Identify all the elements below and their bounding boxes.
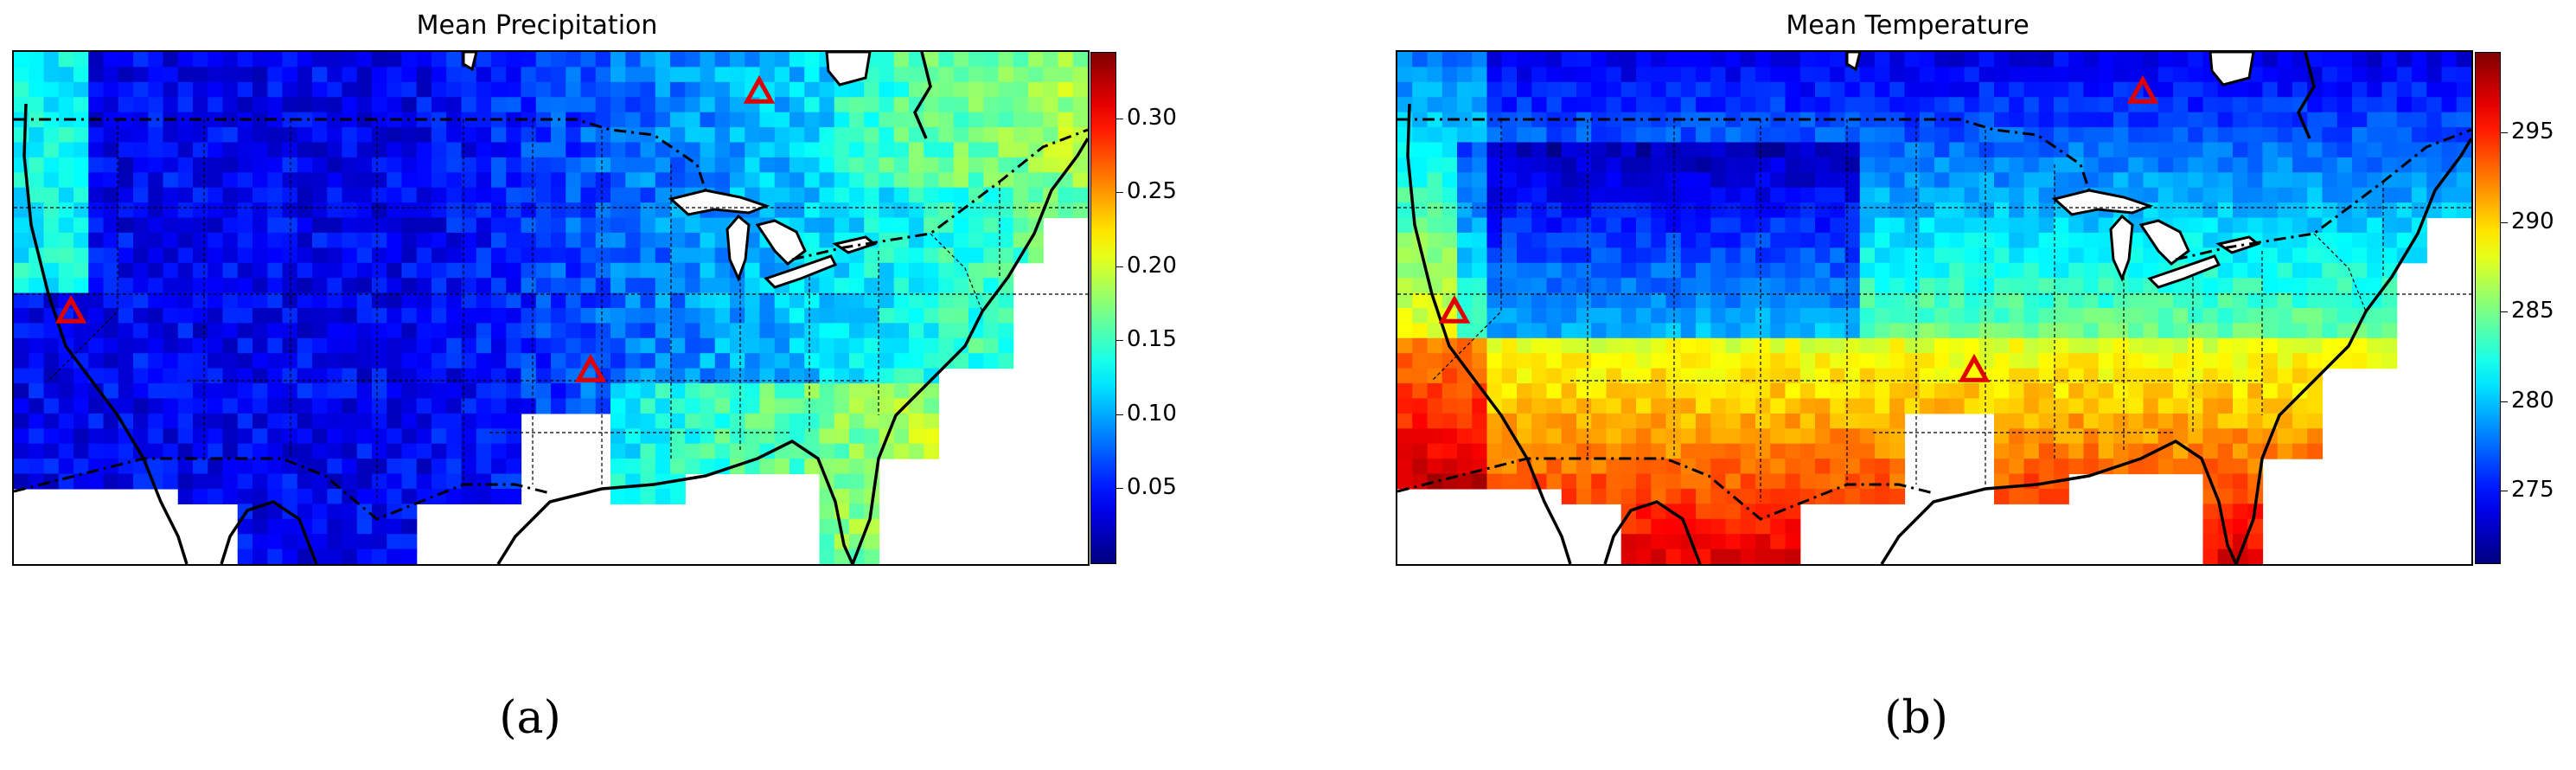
lakes — [462, 52, 878, 289]
colorbar-tick-mark — [1116, 266, 1123, 267]
colorbar-tick-mark — [2501, 221, 2508, 223]
data-grid — [14, 52, 1088, 564]
colorbar-tick-label: 0.20 — [1127, 252, 1177, 279]
colorbar-tick-mark — [1116, 340, 1123, 342]
colorbar-tick-label: 275 — [2511, 477, 2554, 504]
map-canvas — [1397, 52, 2471, 564]
station-markers — [1438, 74, 2159, 382]
colorbar-tick-label: 0.05 — [1127, 474, 1177, 501]
colorbar-tick-mark — [2501, 132, 2508, 134]
colorbar-tick-mark — [1116, 414, 1123, 415]
colorbar-tick-label: 0.30 — [1127, 104, 1177, 131]
precipitation-panel: Mean Precipitation 0.05 0.10 0.15 0.20 0.25 0… — [12, 10, 1177, 744]
triangle-marker-2 — [54, 294, 87, 324]
colorbar-tick-label: 285 — [2511, 298, 2554, 324]
colorbar-tick-label: 290 — [2511, 208, 2554, 234]
colorbar — [2475, 52, 2501, 564]
station-markers — [54, 74, 776, 382]
precipitation-map — [12, 50, 1090, 566]
colorbar-tick-label: 295 — [2511, 119, 2554, 145]
colorbar-tick-label: 0.10 — [1127, 400, 1177, 427]
panel-title: Mean Temperature — [1786, 10, 2029, 41]
colorbar-tick-mark — [2501, 401, 2508, 402]
temperature-map — [1396, 50, 2473, 566]
triangle-marker-2 — [1438, 294, 1471, 324]
coastlines — [22, 52, 1088, 564]
colorbar-tick-mark — [1116, 488, 1123, 490]
triangle-marker-3 — [1958, 353, 1991, 382]
state-borders — [14, 119, 1088, 502]
panel-caption: (a) — [499, 692, 561, 744]
colorbar-tick-mark — [1116, 192, 1123, 194]
triangle-marker-1 — [2126, 74, 2159, 104]
panel-caption: (b) — [1884, 692, 1948, 744]
map-canvas — [14, 52, 1088, 564]
triangle-marker-1 — [743, 74, 776, 104]
state-borders — [1397, 119, 2471, 502]
colorbar-tick-label: 0.15 — [1127, 326, 1177, 353]
coastlines — [1406, 52, 2471, 564]
temperature-panel: Mean Temperature 275 280 285 290 295 (b) — [1288, 0, 2576, 770]
data-grid — [1397, 52, 2471, 564]
colorbar — [1090, 52, 1116, 564]
triangle-marker-3 — [574, 353, 607, 382]
colorbar-tick-mark — [2501, 311, 2508, 313]
colorbar-tick-label: 280 — [2511, 387, 2554, 414]
colorbar-tick-label: 0.25 — [1127, 178, 1177, 205]
panel-title: Mean Precipitation — [416, 10, 658, 41]
